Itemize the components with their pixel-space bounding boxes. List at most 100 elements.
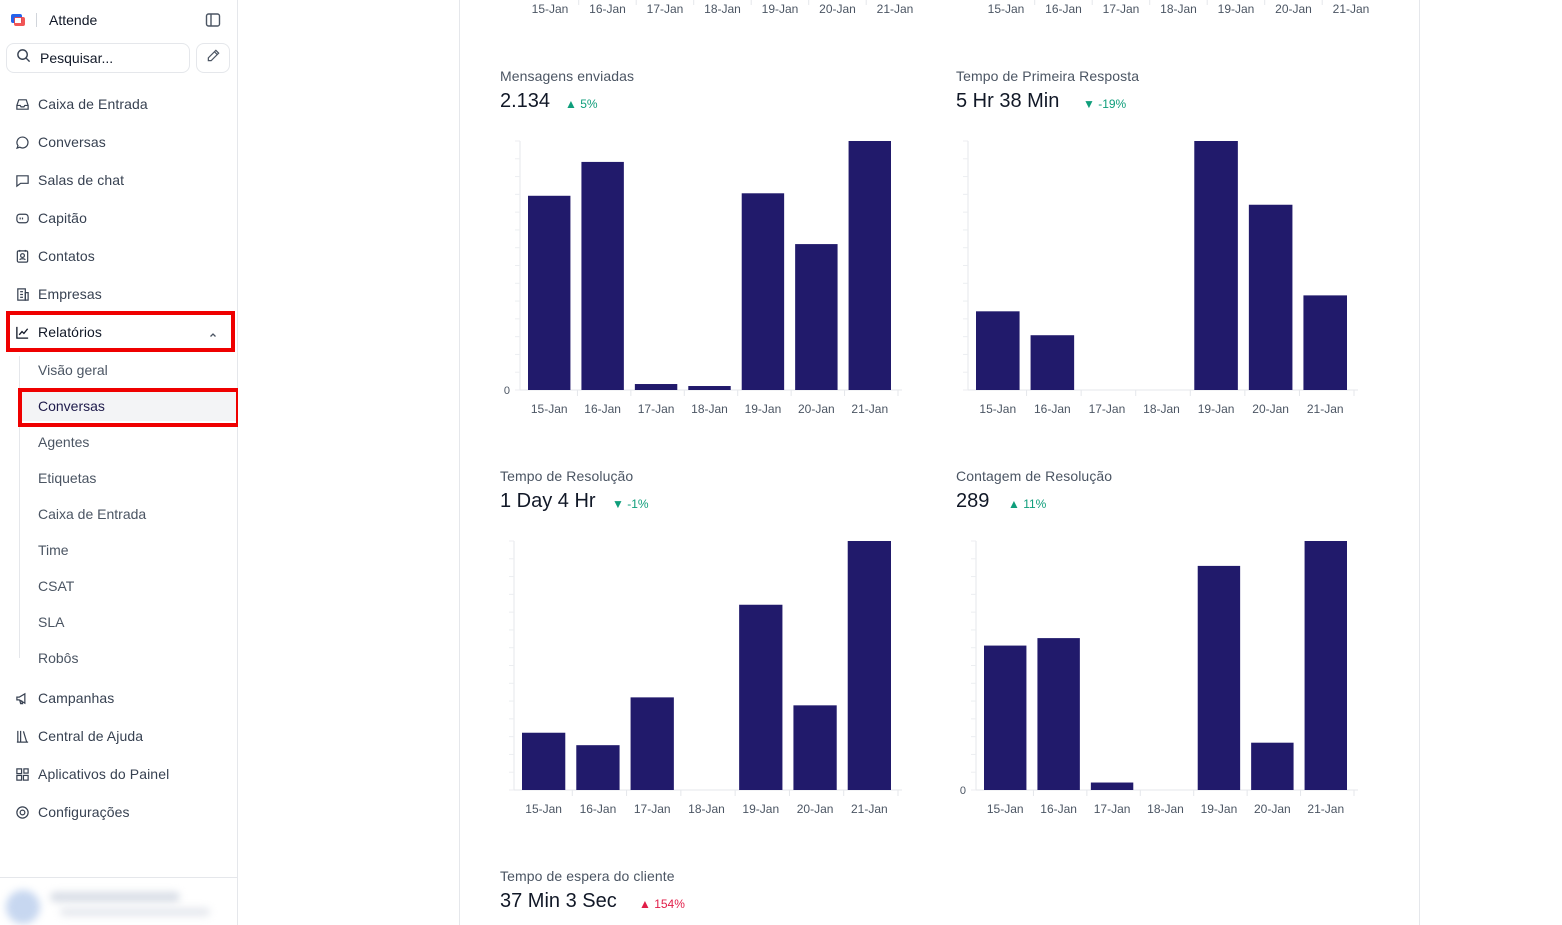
reports-panel	[459, 0, 1420, 925]
metric-title-resolution-count: Contagem de Resolução	[956, 468, 1113, 484]
chart-resolution-count: 0 15-Jan 16-Jan 17-Jan 18-Jan 19-Jan 20-Jan 21-…	[960, 540, 1358, 816]
submenu-item-labels[interactable]: Etiquetas	[38, 470, 97, 486]
bar-15-Jan	[528, 195, 571, 390]
submenu-item-agents[interactable]: Agentes	[38, 434, 90, 450]
submenu-item-overview[interactable]: Visão geral	[38, 362, 108, 378]
metric-title-messages-sent: Mensagens enviadas	[500, 68, 635, 84]
top-axis-tick-label: 19-Jan	[1218, 2, 1255, 16]
sidebar-item-dashboard-apps[interactable]: Aplicativos do Painel	[8, 759, 232, 789]
metric-value-customer-wait: 37 Min 3 Sec	[500, 890, 617, 912]
sidebar-item-label: Configurações	[38, 804, 130, 820]
metric-delta-messages-sent: ▲ 5%	[565, 97, 598, 111]
top-axis-tick-label: 17-Jan	[647, 2, 684, 16]
sidebar-item-conversations[interactable]: Conversas	[8, 127, 232, 157]
bar-21-Jan	[1304, 541, 1347, 790]
top-axis-tick-label: 18-Jan	[704, 2, 741, 16]
x-tick-label: 21-Jan	[1307, 802, 1344, 816]
chart-first-response: 15-Jan 16-Jan 17-Jan 18-Jan 19-Jan 20-Jan 21-J…	[963, 140, 1358, 416]
sidebar-item-label: Capitão	[38, 210, 87, 226]
app-logo-icon	[10, 12, 26, 28]
y-tick-label: 0	[960, 785, 966, 797]
sidebar: Attende Pesquisar... Caixa de Entrada	[0, 0, 240, 925]
bar-15-Jan	[984, 645, 1027, 790]
x-tick-label: 20-Jan	[1254, 802, 1291, 816]
submenu-item-sla[interactable]: SLA	[38, 614, 65, 630]
bar-17-Jan	[630, 697, 674, 790]
brand-separator	[36, 13, 37, 27]
sidebar-item-companies[interactable]: Empresas	[8, 279, 232, 309]
search-icon	[16, 48, 31, 68]
x-tick-label: 20-Jan	[798, 402, 835, 416]
metric-title-resolution-time: Tempo de Resolução	[500, 468, 634, 484]
sidebar-item-campaigns[interactable]: Campanhas	[8, 683, 232, 713]
x-tick-label: 17-Jan	[638, 402, 675, 416]
sidebar-item-help-center[interactable]: Central de Ajuda	[8, 721, 232, 751]
top-axis-tick-label: 21-Jan	[1333, 2, 1370, 16]
user-profile-footer[interactable]	[0, 877, 238, 925]
x-tick-label: 19-Jan	[742, 802, 779, 816]
metric-delta-resolution-count: ▲ 11%	[1008, 497, 1047, 511]
x-tick-label: 19-Jan	[1198, 402, 1235, 416]
metric-title-first-response: Tempo de Primeira Resposta	[956, 68, 1140, 84]
sidebar-item-reports[interactable]: Relatórios	[8, 317, 232, 347]
submenu-item-team[interactable]: Time	[38, 542, 69, 558]
highlight-box-reports	[6, 311, 235, 352]
bar-20-Jan	[1251, 742, 1294, 790]
top-axis-tick-label: 20-Jan	[819, 2, 856, 16]
metric-value-resolution-time: 1 Day 4 Hr	[500, 490, 596, 512]
compose-button[interactable]	[196, 43, 230, 73]
bar-21-Jan	[1303, 295, 1347, 390]
sidebar-item-label: Conversas	[38, 134, 106, 150]
chevron-up-icon[interactable]	[208, 327, 218, 337]
metric-value-messages-sent: 2.134	[500, 90, 551, 112]
app-name: Attende	[49, 12, 98, 28]
sidebar-item-label: Empresas	[38, 286, 102, 302]
submenu-item-bots[interactable]: Robôs	[38, 650, 79, 666]
sidebar-toggle-icon[interactable]	[204, 11, 222, 29]
sidebar-item-label: Central de Ajuda	[38, 728, 144, 744]
x-tick-label: 16-Jan	[1040, 802, 1077, 816]
bot-icon	[14, 210, 30, 226]
chart-messages-sent: 0 15-Jan 16-Jan 17-Jan 18-Jan 19-Jan 20-Jan 21-…	[504, 140, 902, 416]
x-tick-label: 18-Jan	[688, 802, 725, 816]
search-input[interactable]: Pesquisar...	[6, 43, 190, 73]
bar-20-Jan	[1248, 204, 1293, 390]
sidebar-item-label: Aplicativos do Painel	[38, 766, 170, 782]
top-axis-tick-label: 21-Jan	[877, 2, 914, 16]
sidebar-item-inbox[interactable]: Caixa de Entrada	[8, 89, 232, 119]
submenu-item-csat[interactable]: CSAT	[38, 578, 75, 594]
brand[interactable]: Attende	[10, 10, 97, 30]
message-square-icon	[14, 172, 30, 188]
bar-21-Jan	[847, 541, 891, 790]
metric-delta-resolution-time: ▼ -1%	[612, 497, 649, 511]
x-tick-label: 16-Jan	[580, 802, 617, 816]
x-tick-label: 21-Jan	[1307, 402, 1344, 416]
x-tick-label: 15-Jan	[525, 802, 562, 816]
submenu-guide-line	[19, 356, 20, 658]
bar-20-Jan	[795, 244, 838, 390]
sidebar-item-chat-rooms[interactable]: Salas de chat	[8, 165, 232, 195]
contact-book-icon	[14, 248, 30, 264]
submenu-item-inbox[interactable]: Caixa de Entrada	[38, 506, 147, 522]
x-tick-label: 17-Jan	[634, 802, 671, 816]
main-content: 15-Jan 16-Jan 17-Jan 18-Jan 19-Jan 20-Jan 21-J…	[238, 0, 1562, 925]
sidebar-item-contacts[interactable]: Contatos	[8, 241, 232, 271]
top-axis-tick-label: 15-Jan	[532, 2, 569, 16]
sidebar-item-label: Campanhas	[38, 690, 115, 706]
x-tick-label: 18-Jan	[1147, 802, 1184, 816]
bar-19-Jan	[741, 193, 785, 390]
metric-delta-first-response: ▼ -19%	[1083, 97, 1127, 111]
bar-16-Jan	[1030, 335, 1075, 390]
sidebar-item-settings[interactable]: Configurações	[8, 797, 232, 827]
user-email-redacted	[60, 908, 210, 916]
pencil-icon	[206, 48, 221, 68]
submenu-item-conversations[interactable]: Conversas	[20, 391, 236, 421]
user-name-redacted	[50, 892, 180, 902]
search-placeholder: Pesquisar...	[40, 50, 114, 66]
x-tick-label: 21-Jan	[851, 402, 888, 416]
bar-20-Jan	[793, 705, 837, 790]
sidebar-item-captain[interactable]: Capitão	[8, 203, 232, 233]
x-tick-label: 18-Jan	[691, 402, 728, 416]
x-tick-label: 16-Jan	[584, 402, 621, 416]
bar-16-Jan	[1037, 638, 1080, 790]
